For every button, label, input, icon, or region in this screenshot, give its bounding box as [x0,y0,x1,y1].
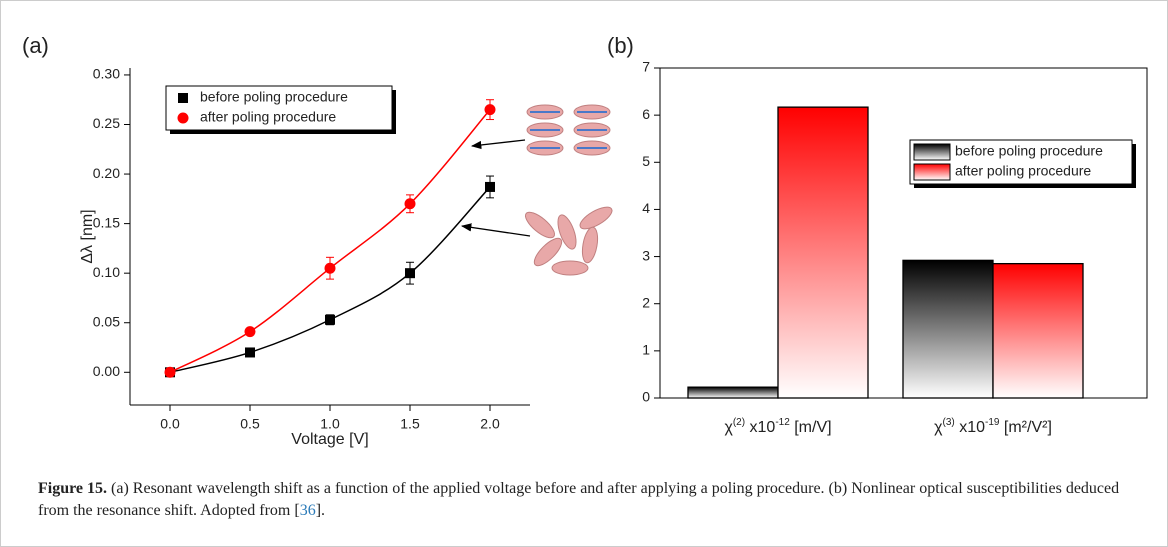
x-tick-label: 0.0 [160,416,180,432]
y-tick-label: 5 [642,153,650,169]
x-tick-label-part: x10 [745,419,775,436]
y-tick-label: 0.00 [93,363,120,379]
x-tick-label-part: [m²/V²] [999,419,1051,436]
caption-label: Figure 15. [38,480,108,497]
data-point [484,104,496,116]
legend-label: before poling procedure [200,89,348,105]
x-tick-label: χ(2) x10-12 [m/V] [724,417,831,437]
x-tick-label: 1.5 [400,416,420,432]
y-tick-label: 0.30 [93,66,120,82]
annotation-arrow [470,139,526,150]
panel-label: (a) [22,33,49,58]
x-tick-label-sup: -19 [985,417,1000,428]
x-tick-label-part: χ [724,419,733,436]
random-molecules-icon [524,206,613,276]
y-tick-label: 6 [642,106,650,122]
y-tick-label: 0.25 [93,115,120,131]
x-tick-label-sup: -12 [775,417,790,428]
data-point [164,366,176,378]
y-tick-label: 0.05 [93,313,120,329]
caption-ref: 36 [299,502,316,519]
legend-marker [178,93,188,103]
data-point [405,268,415,279]
x-axis-title: Voltage [V] [291,431,368,448]
legend-swatch [913,143,951,161]
x-tick-label: 2.0 [480,416,500,432]
x-tick-label-sup: (2) [733,417,745,428]
x-tick-label: χ(3) x10-19 [m²/V²] [934,417,1052,437]
x-tick-label-part: x10 [955,419,985,436]
caption-text: (a) Resonant wavelength shift as a funct… [38,480,1120,519]
x-tick-label: 1.0 [320,416,340,432]
bar [687,386,779,399]
y-tick-label: 3 [642,247,650,263]
caption: Figure 15. (a) Resonant wavelength shift… [38,478,1138,522]
legend-label: after poling procedure [200,109,336,125]
y-tick-label: 0 [642,389,650,405]
x-tick-label-part: [m/V] [790,419,832,436]
legend-marker [177,112,189,124]
caption-text: ]. [315,502,326,519]
y-tick-label: 4 [642,200,650,216]
y-tick-label: 1 [642,342,650,358]
aligned-molecules-icon [526,104,611,156]
annotation-arrow [460,223,531,237]
y-axis-title: Δλ [nm] [79,209,96,263]
x-tick-label: 0.5 [240,416,260,432]
data-point [244,326,256,338]
bar [777,106,869,399]
y-tick-label: 0.20 [93,165,120,181]
legend-box [165,85,393,131]
data-point [245,347,255,358]
x-tick-label-sup: (3) [943,417,955,428]
bar [992,262,1084,399]
figure: (a) 0.0 0.5 1.0 1.5 2.0 0.00 0.05 0.10 0.15 0.20 0.… [22,33,1148,448]
y-tick-label: 0.15 [93,214,120,230]
data-point [324,262,336,274]
panel-label: (b) [607,33,634,58]
data-point [404,198,416,210]
legend-label: before poling procedure [955,143,1103,159]
x-tick-label-part: χ [934,419,943,436]
legend-label: after poling procedure [955,163,1091,179]
data-point [485,181,495,192]
y-tick-label: 0.10 [93,264,120,280]
y-tick-label: 7 [642,59,650,75]
legend-swatch [913,163,951,181]
data-point [325,314,335,325]
bar [902,259,994,399]
y-tick-label: 2 [642,294,650,310]
